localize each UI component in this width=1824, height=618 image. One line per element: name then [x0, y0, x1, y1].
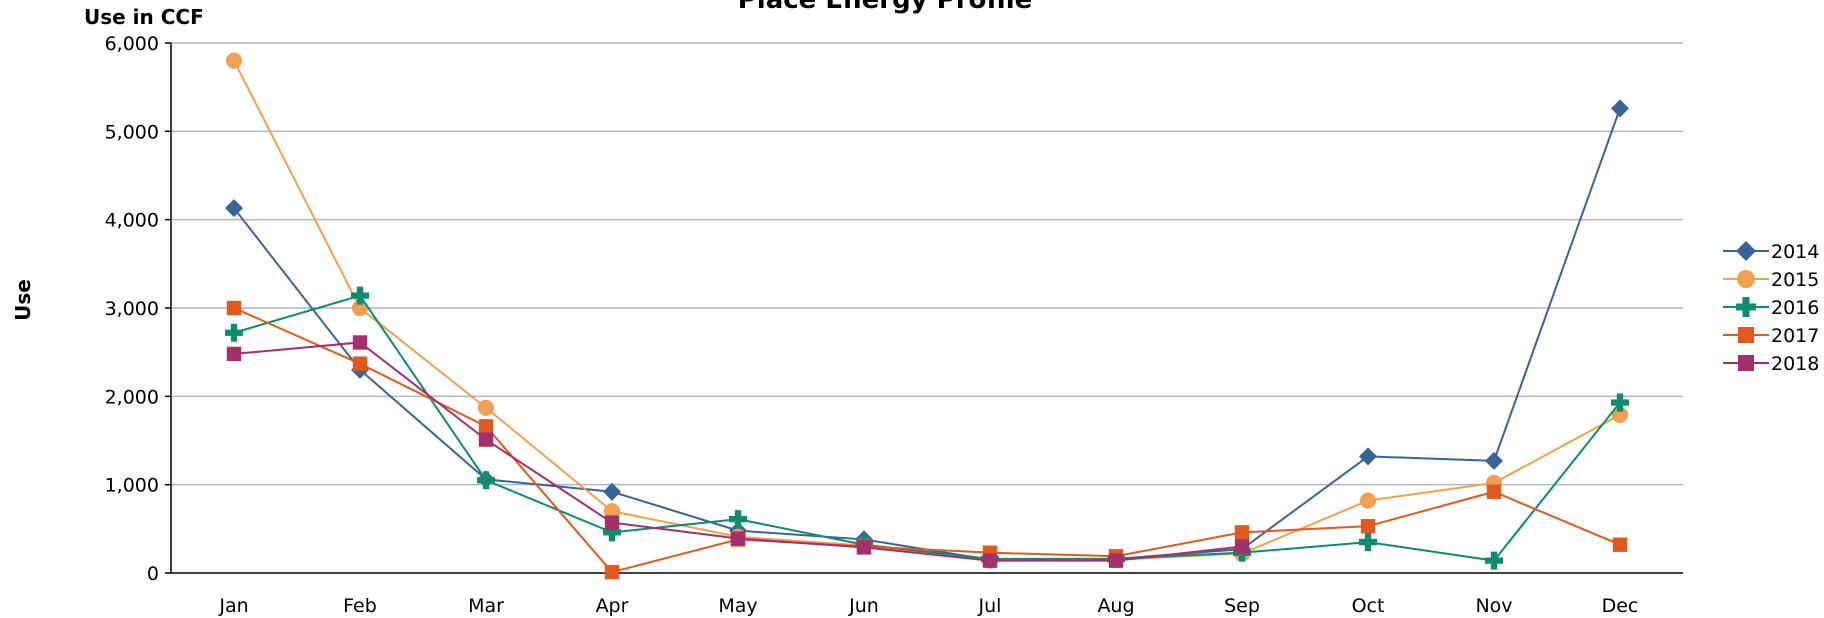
data-point-2015 [351, 299, 369, 317]
y-unit-label: Use in CCF [84, 5, 204, 29]
data-point-2016 [1611, 393, 1629, 412]
data-point-2018 [982, 553, 998, 568]
data-point-2018 [730, 531, 746, 546]
data-point-2015 [1611, 406, 1629, 423]
series-line-2017 [233, 307, 1621, 574]
legend-label: 2017 [1771, 325, 1819, 347]
data-point-2018 [1234, 539, 1250, 554]
y-tick-label: 4,000 [105, 210, 159, 232]
data-point-2016 [351, 286, 369, 305]
data-point-2018 [1108, 553, 1124, 568]
legend-label: 2016 [1771, 297, 1819, 319]
x-axis-ticks: Jan Feb Mar Apr May Jun Jul Aug Sep Oct Nov Dec [218, 595, 1638, 617]
x-tick-label: Jan [218, 595, 248, 617]
legend-label: 2015 [1771, 269, 1819, 291]
x-tick-label: Feb [343, 595, 377, 617]
series-2016 [225, 286, 1629, 570]
data-point-2014 [603, 482, 621, 501]
x-tick-label: Jun [848, 595, 879, 617]
legend[interactable]: 2014 2015 2016 2017 2018 [1723, 241, 1819, 375]
series-2015 [225, 52, 1629, 569]
x-tick-label: Sep [1224, 595, 1260, 617]
data-point-2016 [225, 323, 243, 342]
x-tick-label: May [718, 595, 757, 617]
y-tick-label: 5,000 [105, 121, 159, 143]
x-tick-label: Nov [1475, 595, 1512, 617]
x-tick-label: Oct [1352, 595, 1385, 617]
data-point-2014 [1611, 99, 1629, 118]
data-point-2017 [1486, 484, 1502, 499]
legend-marker [1736, 297, 1756, 317]
series-line-2016 [233, 294, 1621, 562]
data-point-2014 [1485, 451, 1503, 470]
data-point-2017 [352, 356, 368, 371]
legend-label: 2018 [1771, 353, 1819, 375]
x-tick-label: Dec [1602, 595, 1639, 617]
data-point-2016 [729, 510, 747, 529]
legend-item-2016[interactable]: 2016 [1723, 297, 1819, 319]
data-point-2014 [1359, 447, 1377, 466]
series-line-2014 [233, 108, 1621, 561]
y-axis-ticks: 0 1,000 2,000 3,000 4,000 5,000 6,000 [105, 33, 172, 585]
y-axis-title: Use [11, 279, 35, 321]
data-point-2017 [1612, 537, 1628, 552]
y-tick-label: 2,000 [105, 386, 159, 408]
y-tick-label: 1,000 [105, 475, 159, 497]
data-point-2018 [352, 335, 368, 350]
data-point-2018 [856, 540, 872, 555]
legend-item-2014[interactable]: 2014 [1723, 241, 1819, 263]
data-point-2016 [1359, 533, 1377, 552]
data-point-2018 [478, 432, 494, 447]
x-tick-label: Aug [1097, 595, 1134, 617]
data-point-2015 [603, 503, 621, 520]
data-point-2017 [604, 564, 620, 580]
y-tick-label: 3,000 [105, 298, 159, 320]
data-point-2016 [1485, 551, 1503, 570]
series-2018 [226, 335, 1250, 568]
y-tick-label: 0 [147, 563, 159, 585]
data-point-2017 [478, 419, 494, 434]
chart-title: Place Energy Profile [738, 0, 1033, 15]
legend-item-2017[interactable]: 2017 [1723, 325, 1819, 347]
x-tick-label: Jul [978, 595, 1002, 617]
gridlines [171, 42, 1683, 486]
data-point-2015 [1359, 492, 1377, 509]
legend-marker [1736, 241, 1756, 261]
legend-marker [1738, 355, 1754, 371]
legend-marker [1737, 270, 1755, 288]
legend-label: 2014 [1771, 241, 1819, 263]
x-tick-label: Mar [468, 595, 504, 617]
legend-item-2015[interactable]: 2015 [1723, 269, 1819, 291]
legend-item-2018[interactable]: 2018 [1723, 353, 1819, 375]
x-tick-label: Apr [596, 595, 629, 617]
data-point-2016 [477, 471, 495, 490]
data-point-2015 [225, 52, 243, 69]
data-point-2018 [226, 346, 242, 362]
data-point-2017 [226, 300, 242, 316]
series-group [225, 52, 1629, 580]
data-point-2016 [603, 523, 621, 542]
data-point-2015 [477, 399, 495, 416]
data-point-2017 [1234, 525, 1250, 540]
data-point-2014 [225, 199, 243, 218]
legend-marker [1738, 327, 1754, 343]
series-line-2015 [233, 60, 1621, 562]
y-tick-label: 6,000 [105, 33, 159, 55]
data-point-2017 [1360, 518, 1376, 534]
series-2017 [226, 300, 1628, 580]
series-2014 [225, 99, 1629, 569]
data-point-2018 [604, 515, 620, 530]
